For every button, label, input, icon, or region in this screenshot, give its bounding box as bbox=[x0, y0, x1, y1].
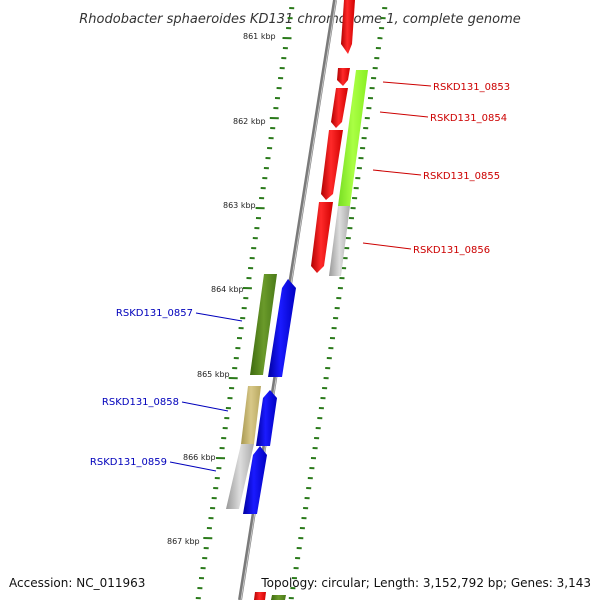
gene-feature[interactable] bbox=[311, 202, 333, 273]
cog-bar bbox=[271, 595, 286, 600]
gene-label[interactable]: RSKD131_0853 bbox=[433, 82, 510, 93]
label-leader-line bbox=[372, 169, 422, 176]
label-leader-line bbox=[379, 111, 429, 118]
gene-feature[interactable] bbox=[256, 390, 277, 446]
gene-label[interactable]: RSKD131_0858 bbox=[102, 397, 179, 408]
axis-tick-label: 862 kbp bbox=[233, 117, 266, 126]
axis-tick-label: 867 kbp bbox=[167, 537, 200, 546]
gene-feature[interactable] bbox=[331, 88, 348, 128]
gene-feature[interactable] bbox=[321, 130, 343, 200]
gene-label[interactable]: RSKD131_0856 bbox=[413, 245, 490, 256]
map-title: Rhodobacter sphaeroides KD131 chromosome… bbox=[79, 12, 520, 27]
gene-feature[interactable] bbox=[341, 0, 355, 54]
cog-bar bbox=[329, 206, 350, 276]
label-leader-line bbox=[195, 312, 243, 322]
gene-feature[interactable] bbox=[337, 68, 350, 86]
axis-tick-label: 865 kbp bbox=[197, 370, 230, 379]
label-leader-line bbox=[169, 461, 217, 472]
label-leader-line bbox=[362, 242, 412, 250]
tick-layer bbox=[195, 7, 388, 600]
axis-tick-label: 861 kbp bbox=[243, 32, 276, 41]
cog-bar bbox=[226, 444, 254, 509]
cog-bar bbox=[241, 386, 261, 444]
gene-feature[interactable] bbox=[268, 279, 296, 377]
cog-bar bbox=[250, 274, 277, 375]
label-leader-line bbox=[382, 81, 432, 87]
axis-tick-label: 866 kbp bbox=[183, 453, 216, 462]
axis-tick-label: 864 kbp bbox=[211, 285, 244, 294]
accession-text: Accession: NC_011963 bbox=[9, 576, 145, 590]
cog-bar bbox=[338, 70, 368, 206]
gene-label[interactable]: RSKD131_0855 bbox=[423, 171, 500, 182]
gene-feature[interactable] bbox=[243, 446, 267, 514]
gene-label[interactable]: RSKD131_0859 bbox=[90, 457, 167, 468]
label-leader-line bbox=[181, 401, 229, 412]
genome-summary-text: Topology: circular; Length: 3,152,792 bp… bbox=[260, 576, 591, 590]
gene-feature[interactable] bbox=[254, 592, 266, 600]
axis-tick-label: 863 kbp bbox=[223, 201, 256, 210]
gene-label[interactable]: RSKD131_0857 bbox=[116, 308, 193, 319]
gene-label[interactable]: RSKD131_0854 bbox=[430, 113, 507, 124]
